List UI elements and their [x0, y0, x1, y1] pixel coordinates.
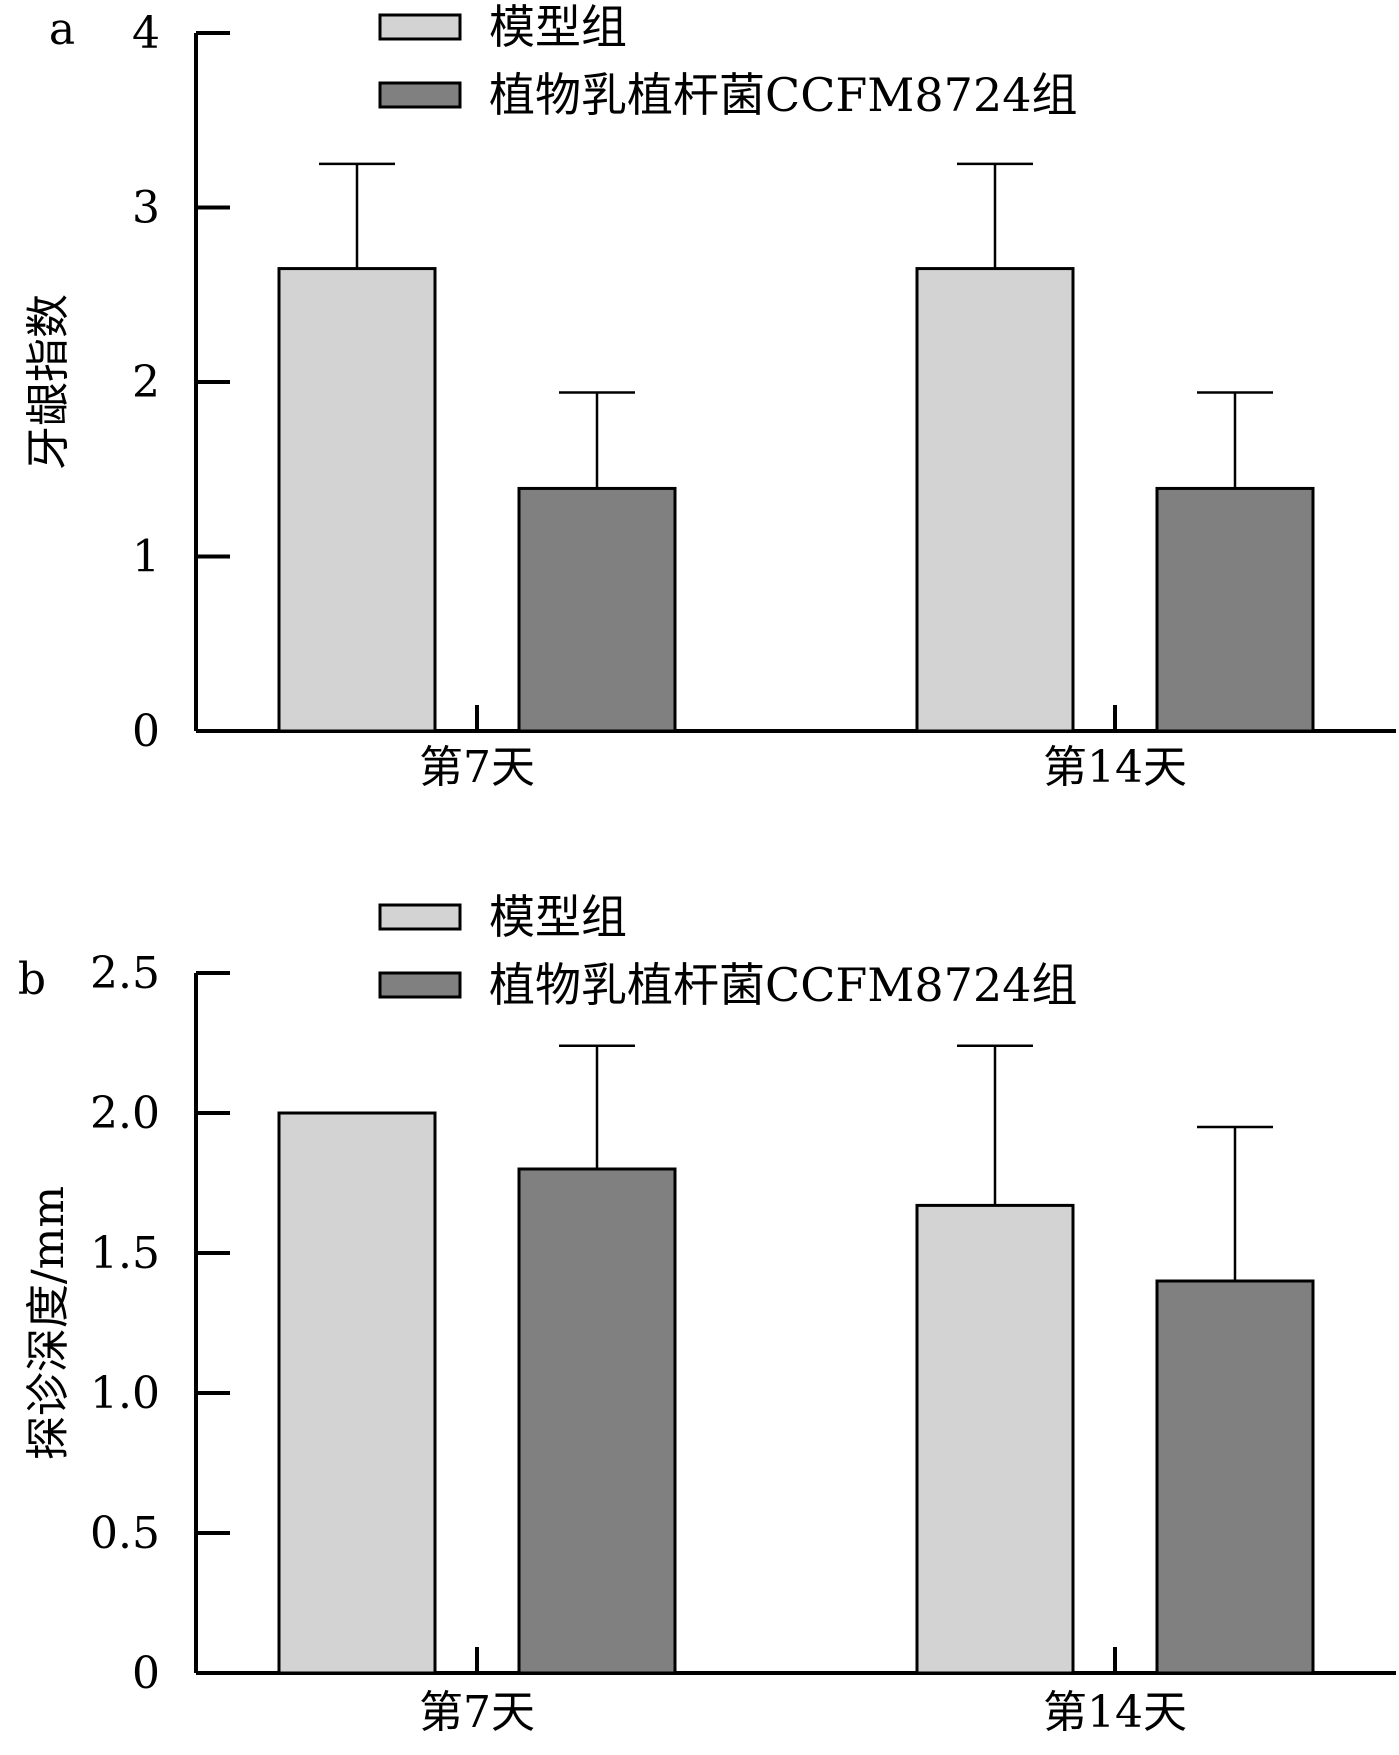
- y-tick-label: 4: [132, 8, 160, 59]
- legend-swatch: [378, 81, 462, 109]
- bar: [277, 267, 437, 733]
- legend-swatch: [378, 903, 462, 931]
- x-category-label: 第7天: [419, 1687, 535, 1738]
- y-tick-label: 3: [132, 183, 160, 234]
- legend-label: 植物乳植杆菌CCFM8724组: [489, 68, 1077, 122]
- y-tick-label: 0: [132, 1648, 160, 1699]
- y-tick-label: 1.5: [90, 1228, 160, 1279]
- y-tick-label: 0: [132, 706, 160, 757]
- bar: [277, 1111, 437, 1675]
- x-category-label: 第7天: [419, 742, 535, 793]
- panel-label: a: [49, 4, 75, 55]
- legend-swatch: [378, 971, 462, 999]
- x-category-label: 第14天: [1043, 1687, 1187, 1738]
- bar: [1155, 1279, 1315, 1675]
- y-tick-label: 1.0: [90, 1368, 160, 1419]
- bar: [1155, 486, 1315, 733]
- legend-label: 模型组: [489, 0, 627, 54]
- y-tick-label: 2.0: [90, 1088, 160, 1139]
- bar: [915, 267, 1075, 733]
- panel-label: b: [18, 954, 46, 1005]
- chart-b-probing-depth: 0 0.5 1.0 1.5 2.0 2.5 第7天 第14天 探诊深度/mm b 模型组植物乳植杆菌…: [18, 890, 1396, 1738]
- y-tick-label: 2.5: [90, 948, 160, 999]
- bar: [915, 1203, 1075, 1675]
- legend-label: 植物乳植杆菌CCFM8724组: [489, 958, 1077, 1012]
- y-axis-title: 牙龈指数: [23, 294, 74, 470]
- bar: [517, 486, 677, 733]
- bar: [517, 1167, 677, 1675]
- y-tick-label: 1: [132, 532, 160, 583]
- y-tick-label: 2: [132, 357, 160, 408]
- y-axis-title: 探诊深度/mm: [23, 1186, 74, 1460]
- legend-swatch: [378, 13, 462, 41]
- x-category-label: 第14天: [1043, 742, 1187, 793]
- y-tick-label: 0.5: [90, 1508, 160, 1559]
- legend-label: 模型组: [489, 890, 627, 944]
